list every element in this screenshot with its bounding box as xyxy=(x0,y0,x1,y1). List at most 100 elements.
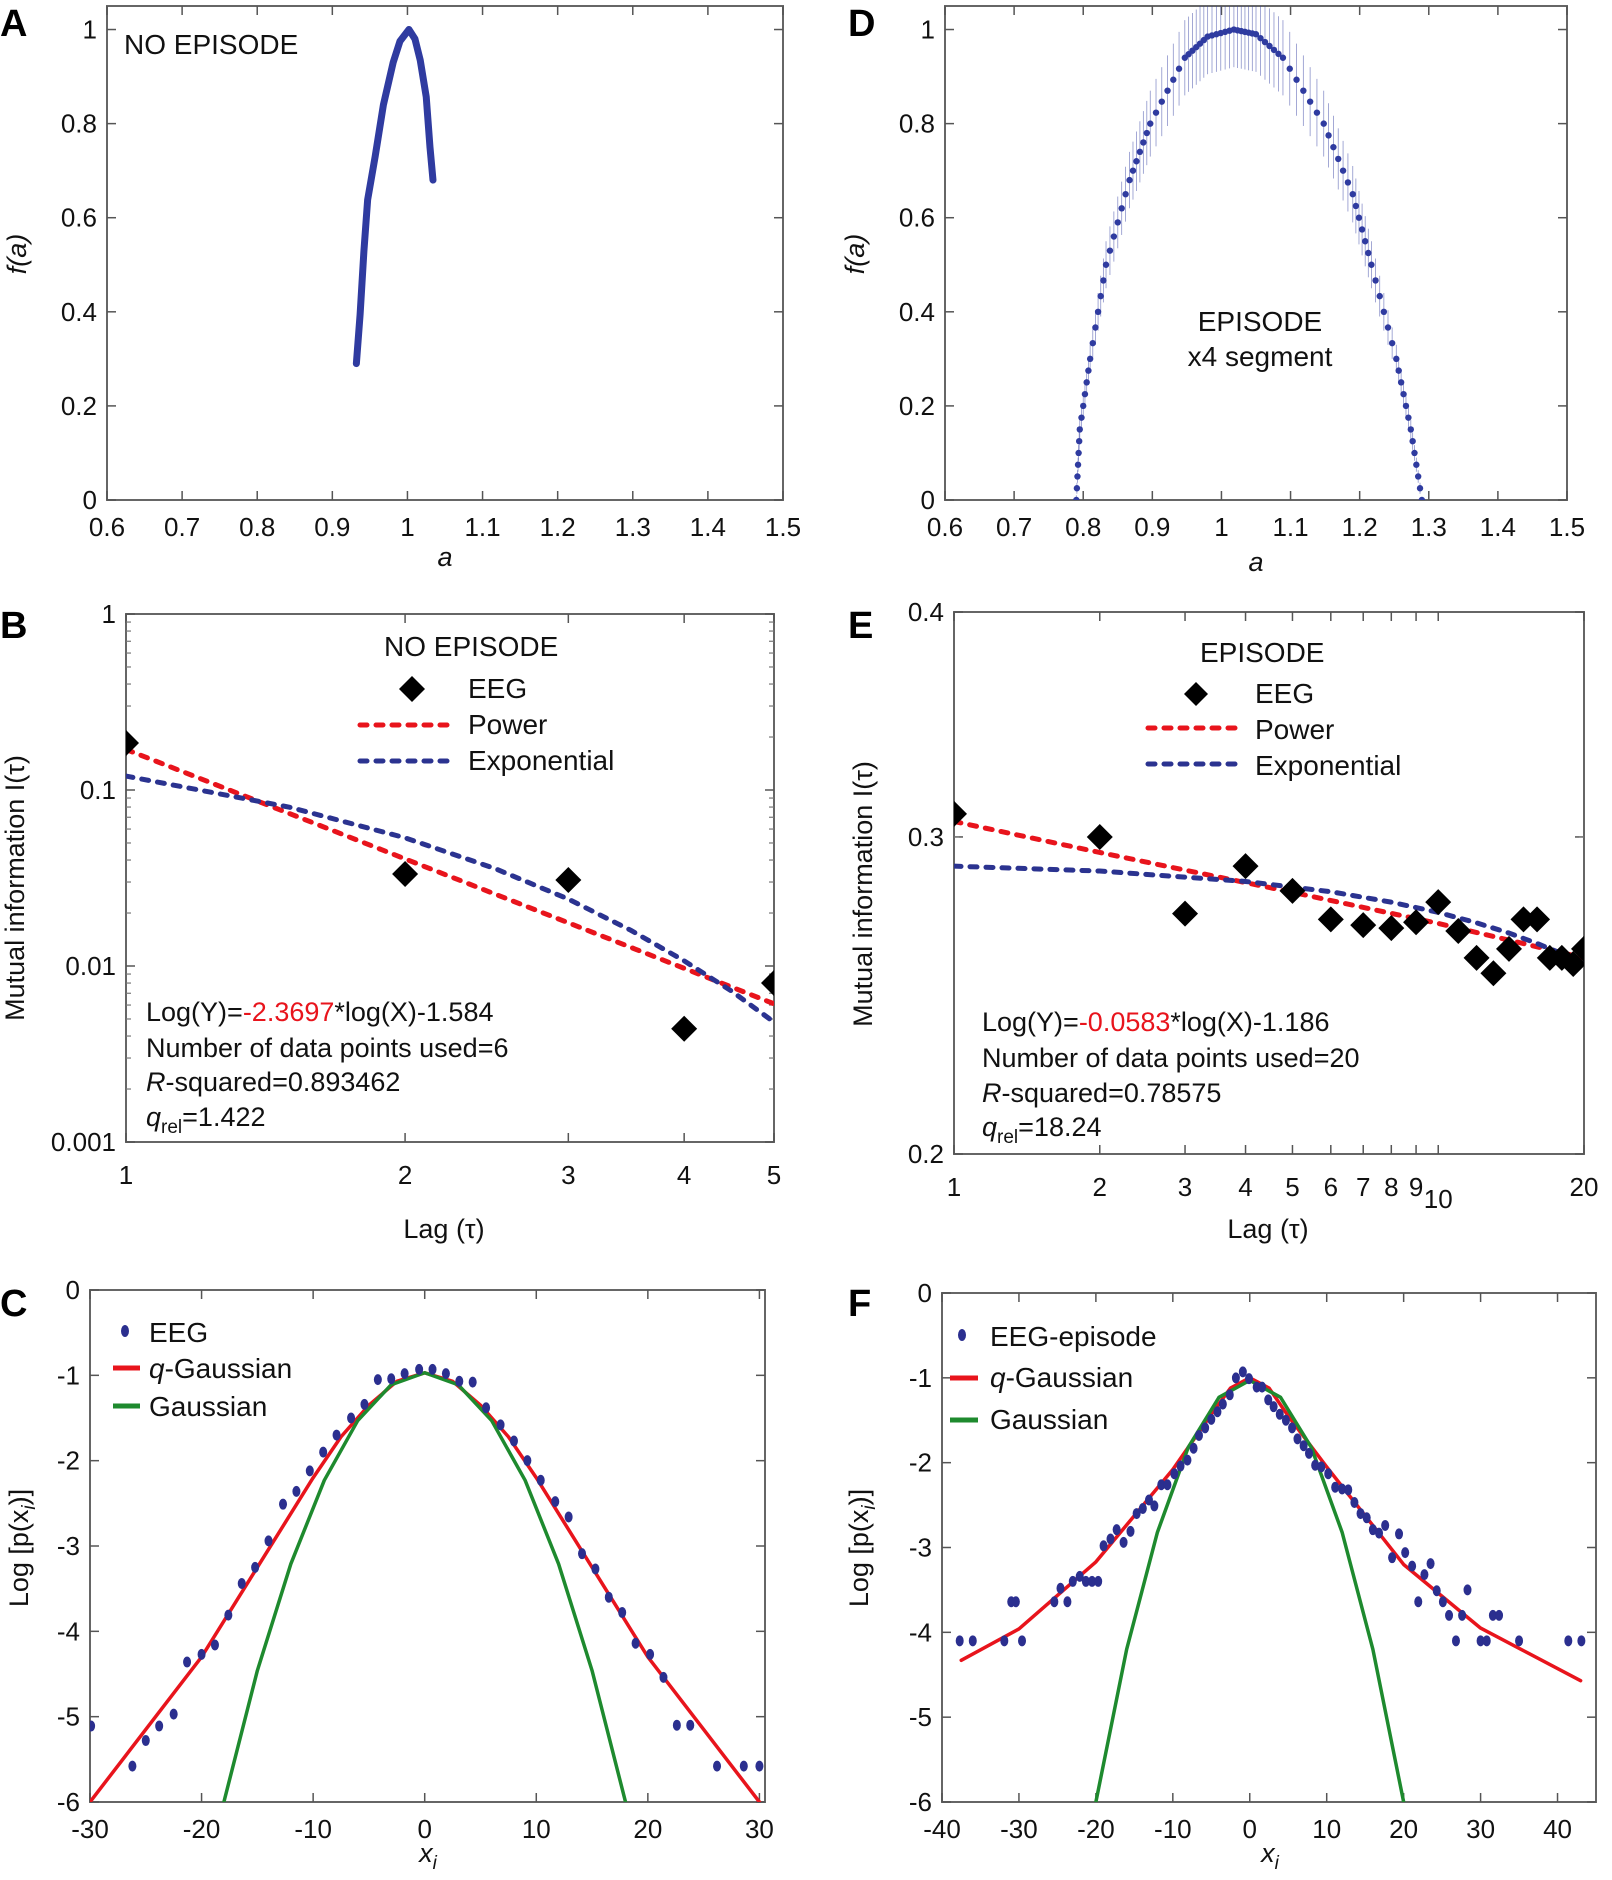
x-tick-label: -30 xyxy=(71,1814,109,1844)
fa-data-point xyxy=(1400,390,1407,398)
eeg-episode-data-point xyxy=(1094,1575,1103,1587)
fa-data-point xyxy=(1416,485,1424,492)
eeg-episode-data-point xyxy=(1157,1479,1166,1491)
fa-data-point xyxy=(1266,42,1273,50)
eeg-diamond-point xyxy=(1172,900,1199,927)
eeg-data-point xyxy=(739,1760,748,1772)
eeg-data-point xyxy=(183,1656,192,1668)
fa-data-point xyxy=(1313,109,1321,116)
x-tick-label: 2 xyxy=(398,1160,412,1190)
eeg-data-point xyxy=(415,1363,424,1375)
eeg-episode-data-point xyxy=(1000,1635,1009,1647)
eeg-episode-data-point xyxy=(1099,1540,1108,1552)
eeg-episode-data-point xyxy=(1482,1635,1491,1647)
panel-e-fit-equation: Log(Y)=-0.0583*log(X)-1.186 xyxy=(982,1007,1329,1037)
panel-c-legend-gaussian: Gaussian xyxy=(149,1391,267,1422)
eeg-data-point xyxy=(360,1398,369,1410)
panel-b-q-rel: qrel=1.422 xyxy=(146,1102,266,1138)
x-tick-label: 3 xyxy=(1178,1172,1192,1202)
panel-b-n-points: Number of data points used=6 xyxy=(146,1033,508,1063)
panel-e-plot: 1 2 3 4 5 6 7 8 9 10 20 0.2 0.3 0.4 xyxy=(908,597,1599,1214)
panel-e-legend-exponential: Exponential xyxy=(1255,750,1401,781)
series-layer xyxy=(954,800,1584,987)
fa-data-point xyxy=(1073,496,1080,500)
y-tick-label: 0.6 xyxy=(61,203,97,233)
x-tick-label: 10 xyxy=(1312,1814,1341,1844)
y-tick-label: -1 xyxy=(57,1360,80,1390)
panel-c-xlabel: xi xyxy=(417,1838,438,1874)
eeg-episode-data-point xyxy=(1068,1575,1077,1587)
x-tick-label: 0.6 xyxy=(89,512,125,542)
eeg-episode-data-point xyxy=(1056,1582,1065,1594)
fa-data-point xyxy=(1352,202,1360,210)
eeg-episode-data-point xyxy=(1451,1635,1460,1647)
fa-data-point xyxy=(1102,261,1110,268)
eeg-episode-data-point xyxy=(1362,1512,1371,1524)
series-layer xyxy=(955,1366,1586,1802)
y-tick-label: 0.2 xyxy=(899,391,935,421)
eeg-episode-data-point xyxy=(1213,1406,1222,1418)
eeg-episode-data-point xyxy=(1183,1454,1192,1466)
fa-data-point xyxy=(1147,120,1154,127)
eeg-diamond-point xyxy=(1445,918,1472,945)
x-tick-label: 5 xyxy=(1285,1172,1299,1202)
eeg-data-point xyxy=(551,1496,560,1508)
panel-e-legend-eeg: EEG xyxy=(1255,678,1314,709)
eeg-data-point xyxy=(631,1637,640,1649)
y-tick-label: 0.4 xyxy=(61,297,97,327)
fa-data-point xyxy=(1411,449,1418,457)
fa-data-point xyxy=(1368,261,1375,268)
eeg-data-point xyxy=(659,1671,668,1683)
eeg-episode-data-point xyxy=(1311,1459,1320,1471)
panel-f-plot: -40 -30 -20 -10 0 10 20 30 40 0 -1 -2 -3 -4 -5 -6 xyxy=(909,1278,1597,1844)
eeg-data-point xyxy=(224,1609,233,1621)
eeg-episode-data-point xyxy=(1132,1508,1141,1520)
x-tick-label: 1.1 xyxy=(1272,512,1308,542)
panel-letter-f: F xyxy=(848,1283,871,1325)
panel-f-ylabel: Log [p(xi)] xyxy=(844,1489,880,1607)
eeg-data-point xyxy=(755,1760,764,1772)
fa-data-point xyxy=(1418,496,1426,500)
eeg-episode-data-point xyxy=(1338,1483,1347,1495)
x-tick-label: 1.2 xyxy=(540,512,576,542)
legend-diamond-icon xyxy=(399,676,425,702)
eeg-diamond-point xyxy=(1350,912,1377,939)
panel-b-r-squared: R-squared=0.893462 xyxy=(146,1067,400,1097)
eeg-data-point xyxy=(292,1485,301,1497)
fa-data-point xyxy=(1114,219,1121,226)
eeg-episode-data-point xyxy=(1317,1461,1326,1473)
fa-data-point xyxy=(1075,437,1083,445)
eeg-episode-data-point xyxy=(1577,1635,1586,1647)
y-tick-label: -6 xyxy=(57,1787,80,1817)
fa-data-point xyxy=(1175,65,1183,72)
fa-data-point xyxy=(1339,167,1347,174)
panel-c-legend-qgaussian: q-Gaussian xyxy=(149,1353,292,1384)
fa-data-point xyxy=(1384,324,1392,331)
panel-e-legend-title: EPISODE xyxy=(1200,637,1324,668)
x-tick-label: -30 xyxy=(1000,1814,1038,1844)
x-tick-label: 1.1 xyxy=(464,512,500,542)
panel-b-legend-exponential: Exponential xyxy=(468,745,614,776)
eeg-data-point xyxy=(128,1760,137,1772)
x-tick-label: 10 xyxy=(522,1814,551,1844)
y-tick-label: 0.2 xyxy=(61,391,97,421)
eeg-data-point xyxy=(251,1561,260,1573)
x-tick-label: 0 xyxy=(417,1814,431,1844)
fa-data-point xyxy=(1402,402,1410,410)
eeg-episode-data-point xyxy=(1395,1528,1404,1540)
y-tick-label: -3 xyxy=(57,1531,80,1561)
fa-data-point xyxy=(1261,38,1269,46)
fa-data-point xyxy=(1306,98,1314,105)
eeg-data-point xyxy=(373,1374,382,1386)
eeg-episode-data-point xyxy=(1515,1635,1524,1647)
panel-f-legend-eeg: EEG-episode xyxy=(990,1321,1157,1352)
y-tick-label: 0.3 xyxy=(908,822,944,852)
y-tick-label: 1 xyxy=(102,599,116,629)
fa-data-point xyxy=(1365,249,1372,257)
x-tick-label: -40 xyxy=(923,1814,961,1844)
panel-a-note: NO EPISODE xyxy=(124,29,298,60)
eeg-data-point xyxy=(455,1375,464,1387)
eeg-episode-data-point xyxy=(1150,1500,1159,1512)
fa-data-point xyxy=(1136,148,1144,156)
x-tick-label: 0.9 xyxy=(314,512,350,542)
